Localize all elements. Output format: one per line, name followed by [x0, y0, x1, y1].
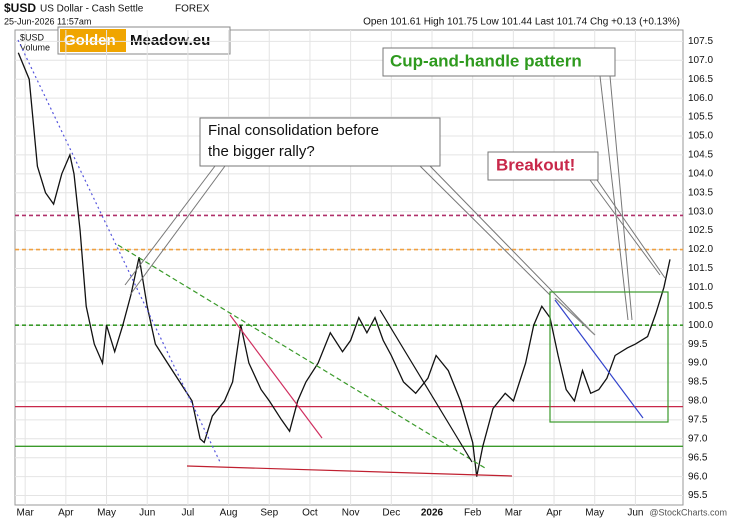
x-tick-label: Sep [260, 508, 278, 519]
y-tick-label: 100.0 [688, 320, 713, 331]
chart-title: US Dollar - Cash Settle [40, 4, 144, 15]
pattern-note: Cup-and-handle pattern [390, 51, 582, 70]
quote: Open 101.61 High 101.75 Low 101.44 Last … [363, 17, 680, 28]
consolidation-note: the bigger rally? [208, 143, 315, 160]
x-tick-label: May [97, 508, 116, 519]
y-tick-label: 106.5 [688, 74, 713, 85]
x-tick-label: Jul [182, 508, 195, 519]
consolidation-box [199, 117, 441, 167]
y-tick-label: 98.0 [688, 396, 708, 407]
x-tick-label: Oct [302, 508, 318, 519]
x-tick-label: Mar [505, 508, 523, 519]
y-tick-label: 107.5 [688, 36, 713, 47]
exchange: FOREX [175, 4, 210, 15]
y-tick-label: 104.0 [688, 168, 713, 179]
y-tick-label: 99.5 [688, 339, 708, 350]
x-tick-label: May [585, 508, 604, 519]
price-line [17, 52, 671, 477]
plot-frame [14, 29, 684, 506]
consolidation-note: Final consolidation before [208, 122, 379, 139]
x-tick-label: Feb [464, 508, 482, 519]
x-tick-label: Jun [627, 508, 643, 519]
date: 25-Jun-2026 11:57am [4, 16, 91, 26]
credit: @StockCharts.com [649, 507, 727, 517]
y-tick-label: 104.5 [688, 150, 713, 161]
y-tick-label: 96.5 [688, 452, 708, 463]
legend-volume: Volume [20, 42, 50, 52]
annotation-lines [124, 75, 666, 331]
y-tick-label: 103.5 [688, 187, 713, 198]
y-tick-label: 95.5 [688, 490, 708, 501]
y-tick-label: 105.0 [688, 131, 713, 142]
x-tick-label: Nov [342, 508, 360, 519]
y-tick-label: 96.0 [688, 471, 708, 482]
y-tick-label: 100.5 [688, 301, 713, 312]
x-tick-label: 2026 [421, 508, 444, 519]
breakout-note: Breakout! [496, 155, 575, 174]
pattern-box [382, 47, 616, 77]
x-tick-label: Mar [17, 508, 35, 519]
logo-golden: Golden [64, 32, 116, 49]
y-tick-label: 101.0 [688, 282, 713, 293]
legend-symbol: $USD [20, 32, 45, 42]
trend-lines [17, 39, 669, 477]
logo-golden-bg [60, 29, 126, 52]
breakout-box [487, 151, 599, 181]
y-tick-label: 102.5 [688, 225, 713, 236]
logo-meadow: Meadow.eu [130, 32, 210, 49]
y-tick-label: 97.0 [688, 433, 708, 444]
x-tick-label: Aug [220, 508, 238, 519]
y-tick-label: 98.5 [688, 377, 708, 388]
y-tick-label: 106.0 [688, 93, 713, 104]
y-tick-label: 99.0 [688, 358, 708, 369]
y-tick-label: 97.5 [688, 414, 708, 425]
x-tick-label: Dec [382, 508, 400, 519]
x-tick-label: Apr [546, 508, 562, 519]
symbol: $USD [4, 1, 36, 15]
y-tick-label: 107.0 [688, 55, 713, 66]
y-tick-label: 103.0 [688, 206, 713, 217]
y-tick-label: 105.5 [688, 112, 713, 123]
y-tick-label: 101.5 [688, 263, 713, 274]
y-tick-label: 102.0 [688, 244, 713, 255]
x-tick-label: Jun [139, 508, 155, 519]
x-tick-label: Apr [58, 508, 74, 519]
